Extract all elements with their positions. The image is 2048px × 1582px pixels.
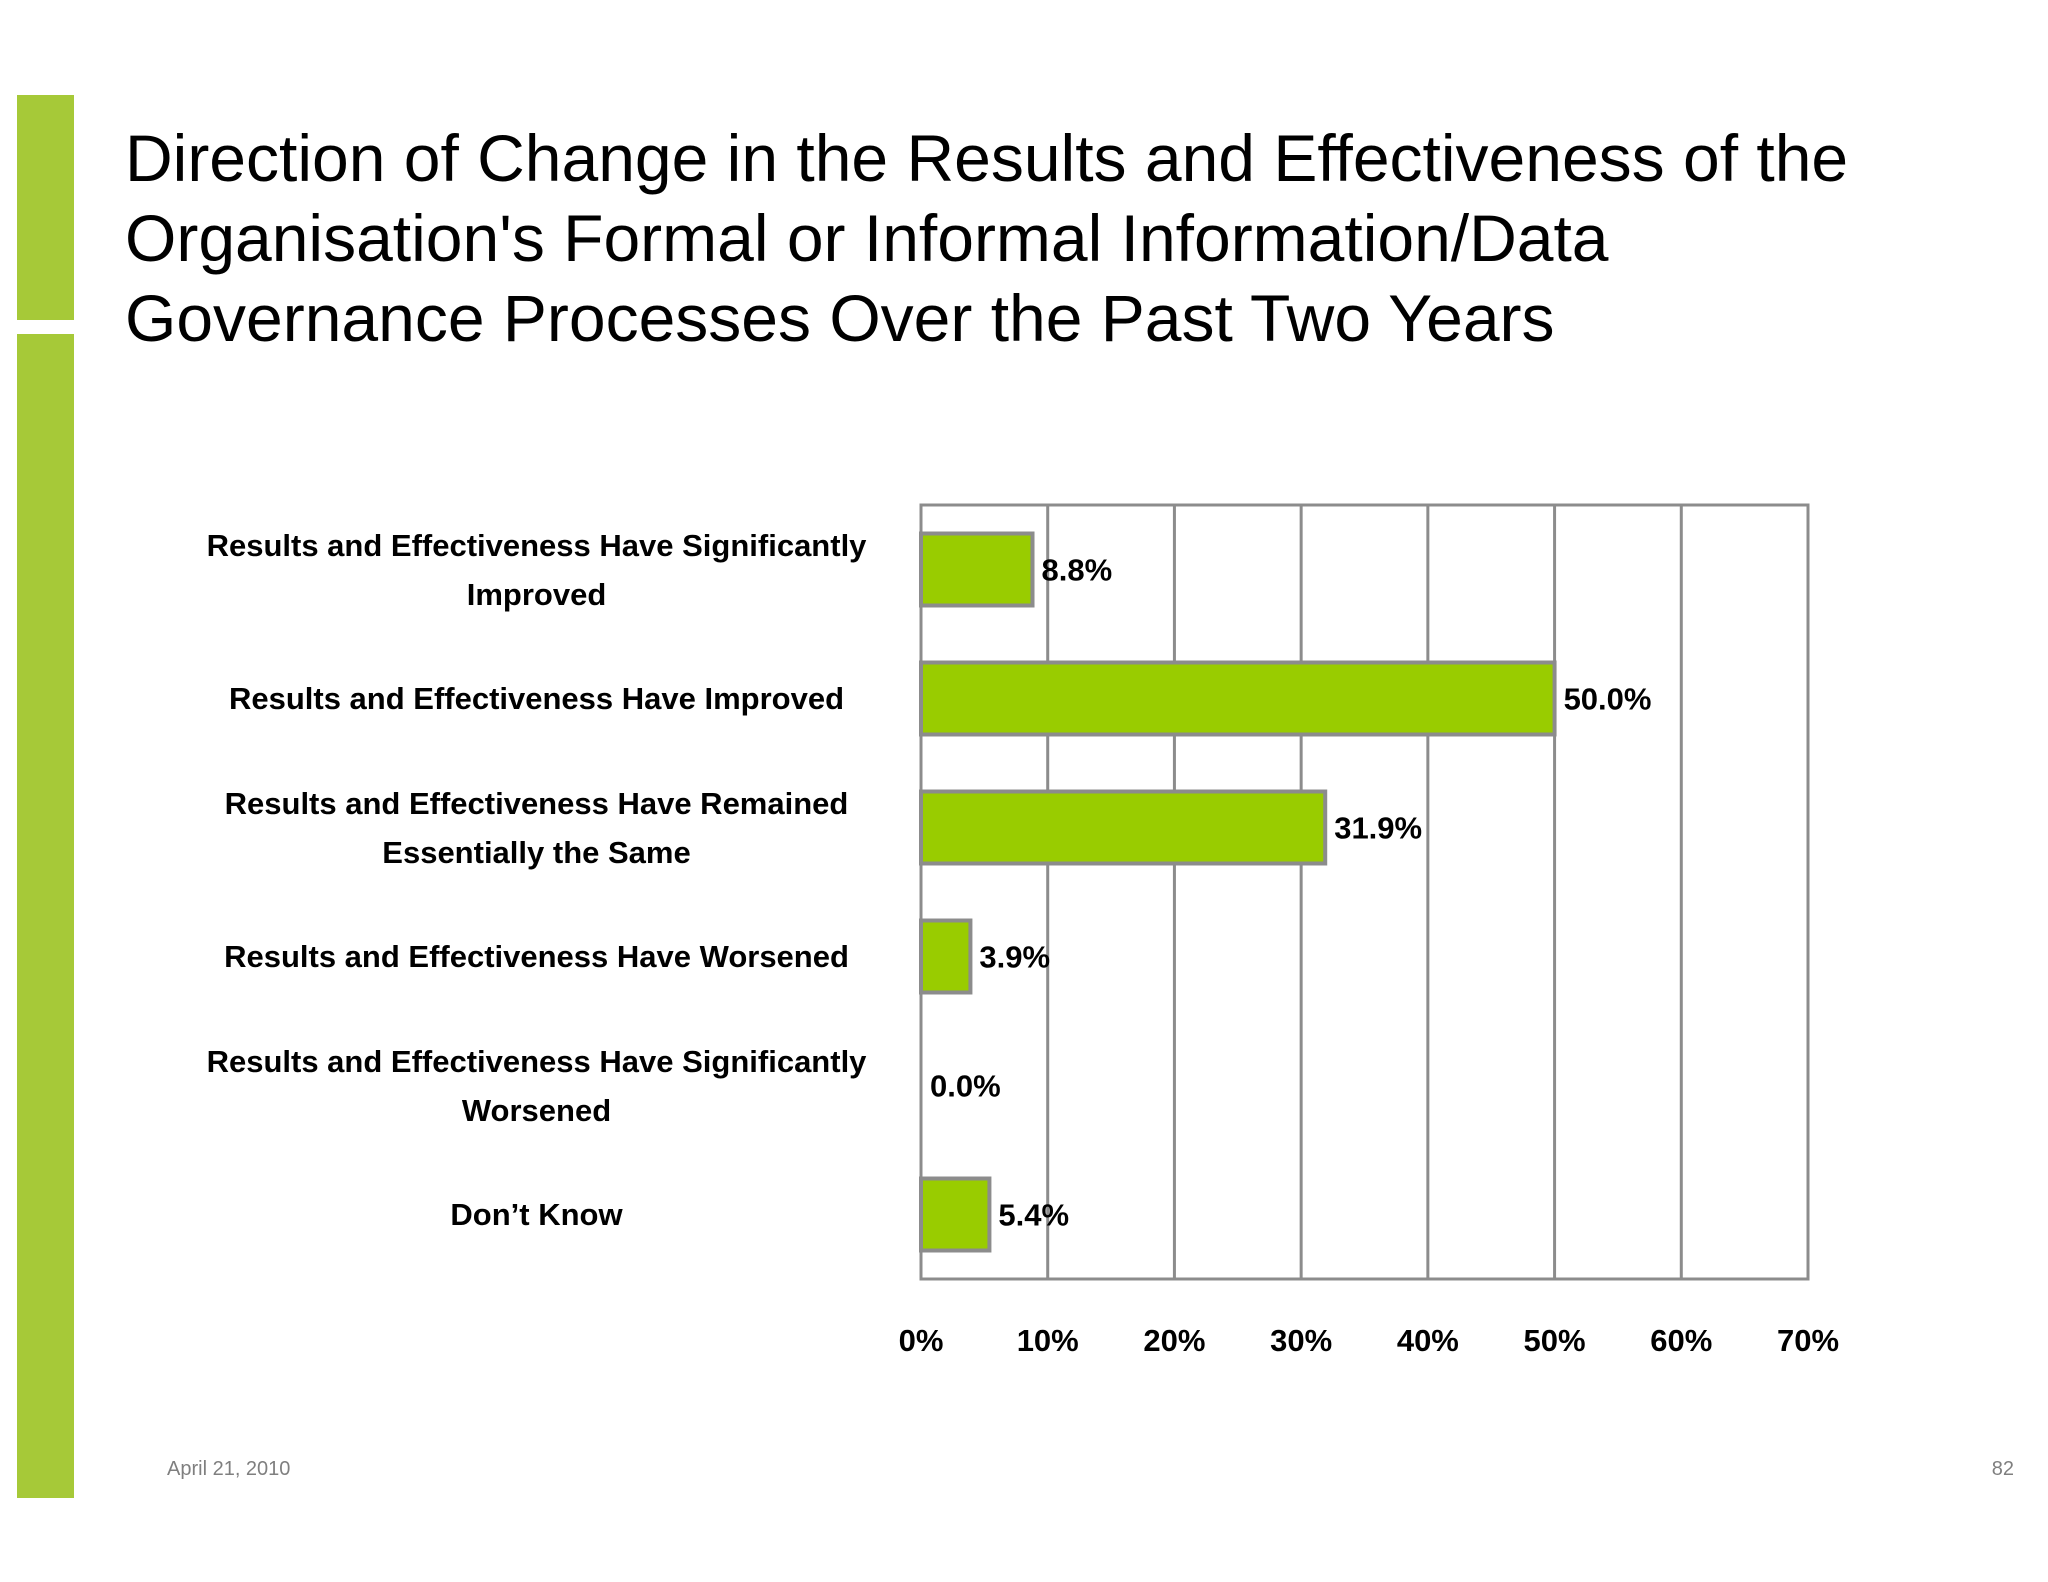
category-label: Don’t Know <box>450 1197 623 1232</box>
x-tick-label: 10% <box>1017 1323 1079 1358</box>
x-tick-label: 60% <box>1650 1323 1712 1358</box>
category-label: Results and Effectiveness Have Improved <box>228 681 845 716</box>
bar <box>919 531 1035 608</box>
category-label: Results and Effectiveness Have Significa… <box>206 527 867 612</box>
x-tick-label: 40% <box>1397 1323 1459 1358</box>
x-tick-label: 30% <box>1270 1323 1332 1358</box>
bar <box>919 789 1328 866</box>
x-tick-label: 0% <box>899 1323 944 1358</box>
data-label: 5.4% <box>998 1198 1069 1233</box>
data-label: 3.9% <box>979 940 1050 975</box>
slide-title: Direction of Change in the Results and E… <box>125 121 1849 355</box>
data-label: 8.8% <box>1042 553 1113 588</box>
bar <box>919 660 1557 737</box>
plot-frame <box>919 503 1810 1281</box>
data-label: 31.9% <box>1334 811 1422 846</box>
category-label: Results and Effectiveness Have Significa… <box>206 1043 867 1128</box>
bar <box>919 918 973 995</box>
category-label: Results and Effectiveness Have Remained … <box>224 785 849 870</box>
accent-bar-bottom <box>17 334 74 1498</box>
x-tick-label: 20% <box>1143 1323 1205 1358</box>
footer-date: April 21, 2010 <box>167 1458 291 1480</box>
data-label: 50.0% <box>1564 682 1652 717</box>
x-tick-label: 70% <box>1777 1323 1839 1358</box>
accent-bar-top <box>17 95 74 320</box>
x-tick-label: 50% <box>1524 1323 1586 1358</box>
page-number: 82 <box>1991 1458 2014 1480</box>
bar <box>919 1176 992 1253</box>
category-label: Results and Effectiveness Have Worsened <box>224 939 849 974</box>
data-label: 0.0% <box>930 1069 1001 1104</box>
